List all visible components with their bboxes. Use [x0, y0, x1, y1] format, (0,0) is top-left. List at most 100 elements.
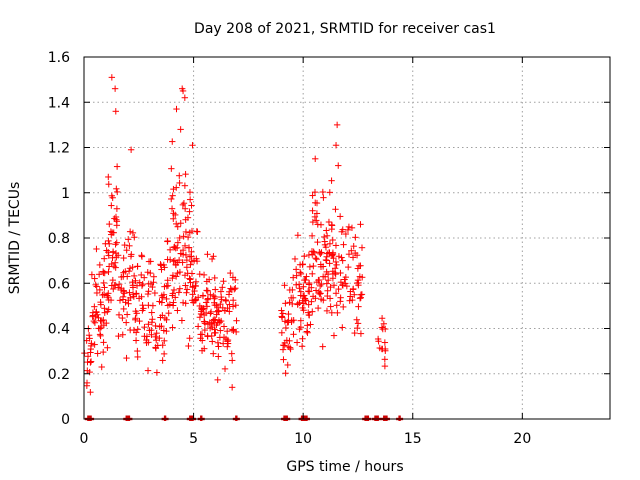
data-point — [300, 283, 307, 290]
data-point — [323, 307, 331, 315]
data-point — [324, 287, 331, 294]
data-point — [133, 329, 140, 336]
data-point — [148, 319, 156, 326]
data-point — [169, 324, 176, 331]
data-point — [289, 286, 296, 294]
data-point — [183, 289, 190, 296]
data-point — [333, 121, 341, 129]
data-point — [101, 255, 108, 262]
data-point — [283, 337, 291, 344]
data-point — [166, 301, 174, 308]
data-point — [302, 296, 309, 304]
data-point — [120, 254, 127, 262]
data-point — [203, 287, 210, 294]
data-point — [84, 353, 92, 360]
data-point — [129, 263, 136, 271]
data-point — [101, 284, 108, 291]
data-point — [232, 302, 239, 309]
y-tick-label: 0 — [61, 412, 70, 428]
data-point — [280, 356, 287, 363]
data-point — [332, 242, 340, 249]
y-tick-label: 1 — [61, 186, 70, 202]
data-point — [352, 249, 359, 257]
data-point — [130, 272, 138, 280]
data-point — [303, 273, 310, 280]
data-point — [308, 232, 316, 240]
data-point — [138, 282, 146, 289]
data-point — [127, 146, 135, 153]
data-point — [96, 261, 104, 269]
data-point — [308, 298, 315, 305]
data-point — [297, 317, 305, 324]
data-point — [188, 202, 195, 209]
data-point — [328, 309, 335, 316]
data-point — [207, 308, 215, 316]
data-point — [330, 332, 338, 339]
data-point — [199, 292, 207, 299]
data-point — [144, 367, 152, 374]
data-point — [161, 314, 169, 322]
data-point — [183, 286, 191, 293]
data-point — [148, 309, 155, 316]
data-point — [345, 251, 353, 258]
data-point — [378, 345, 386, 353]
data-point — [145, 321, 152, 328]
data-point — [293, 281, 300, 288]
data-point — [196, 314, 204, 321]
data-point — [143, 333, 151, 340]
data-point — [215, 343, 222, 350]
data-point — [95, 325, 102, 332]
data-point — [209, 338, 216, 345]
data-point — [114, 188, 121, 196]
data-point — [382, 347, 389, 354]
data-point — [294, 232, 302, 239]
data-point — [108, 260, 115, 268]
data-point — [358, 274, 366, 281]
data-point — [336, 213, 344, 220]
data-point — [330, 282, 338, 289]
data-point — [170, 244, 178, 251]
data-point — [112, 108, 119, 115]
data-point — [115, 311, 123, 319]
data-point — [229, 303, 237, 310]
data-point — [92, 281, 99, 289]
data-point — [127, 253, 135, 260]
data-point — [309, 207, 316, 214]
data-point — [212, 329, 219, 337]
data-point — [100, 279, 107, 287]
data-point — [112, 213, 120, 221]
data-point — [233, 317, 240, 324]
data-point — [319, 343, 326, 350]
data-point — [227, 285, 234, 292]
data-point — [202, 299, 210, 306]
y-tick-label: 0.8 — [48, 231, 70, 247]
data-point — [91, 341, 98, 348]
data-point — [156, 298, 163, 305]
data-point — [305, 251, 313, 259]
data-point — [126, 289, 133, 296]
data-point — [170, 185, 177, 193]
data-point — [181, 94, 189, 101]
data-point — [208, 255, 216, 263]
data-point — [326, 189, 334, 196]
data-point — [150, 273, 158, 280]
data-point — [120, 305, 127, 313]
data-point — [302, 297, 310, 304]
data-point — [179, 87, 187, 95]
data-point — [139, 280, 146, 288]
data-point — [139, 301, 146, 309]
data-point — [305, 301, 312, 308]
data-point — [110, 285, 117, 293]
data-point — [205, 276, 213, 283]
data-point — [278, 329, 286, 336]
data-point — [85, 332, 93, 339]
data-point — [123, 246, 130, 254]
data-point — [216, 319, 223, 326]
data-point — [353, 316, 360, 323]
data-point — [198, 347, 206, 354]
data-point — [163, 327, 170, 335]
data-point — [310, 262, 317, 270]
zero-data-point — [396, 415, 404, 421]
data-point — [297, 270, 305, 278]
x-tick-label: 5 — [189, 431, 198, 447]
